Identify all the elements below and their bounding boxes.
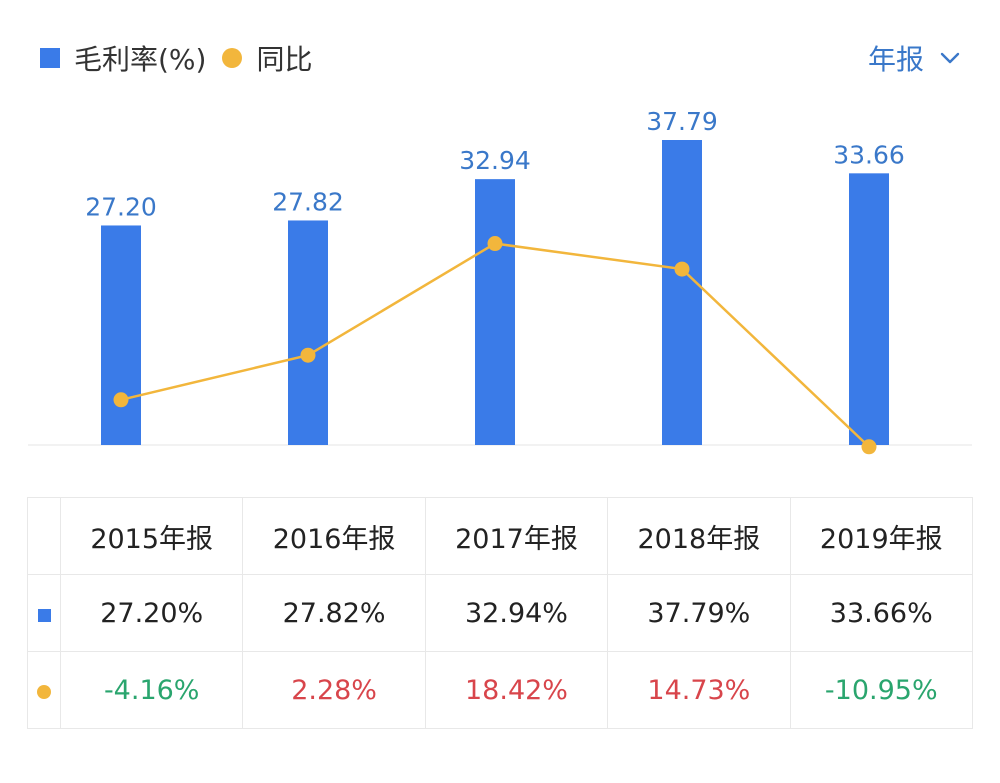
table-corner-cell [27, 497, 61, 575]
bar [101, 225, 141, 445]
table-header-cell: 2017年报 [424, 497, 609, 575]
bar-data-label: 37.79 [646, 107, 718, 136]
table-header-row: 2015年报 2016年报 2017年报 2018年报 2019年报 [27, 497, 974, 575]
chevron-down-icon [940, 52, 960, 64]
table-cell: 27.20% [59, 574, 244, 652]
period-selector[interactable]: 年报 [868, 36, 960, 80]
table-cell: 33.66% [789, 574, 974, 652]
table-cell: -10.95% [789, 651, 974, 729]
legend-bar-swatch [40, 48, 60, 68]
table-row-marker-cell [27, 574, 61, 652]
yoy-point [674, 261, 690, 277]
table-header-cell: 2015年报 [59, 497, 244, 575]
table-header-cell: 2016年报 [242, 497, 426, 575]
table-cell: 27.82% [242, 574, 426, 652]
yoy-point [300, 347, 316, 363]
bar [662, 140, 702, 445]
yoy-point [861, 439, 877, 455]
yoy-point [113, 392, 129, 408]
table-cell: 32.94% [424, 574, 609, 652]
table-header-cell: 2018年报 [607, 497, 791, 575]
bar [849, 173, 889, 445]
bar-data-label: 27.20 [85, 192, 157, 221]
table-cell: -4.16% [59, 651, 244, 729]
bar-data-label: 32.94 [459, 146, 531, 175]
table-cell: 37.79% [607, 574, 791, 652]
legend-line-swatch [222, 48, 243, 68]
table-row: -4.16% 2.28% 18.42% 14.73% -10.95% [27, 651, 974, 729]
period-selector-label: 年报 [867, 43, 924, 76]
bar-data-label: 33.66 [833, 140, 905, 169]
line-series-marker [37, 684, 51, 699]
table-cell: 18.42% [424, 651, 609, 729]
legend-bar-label: 毛利率(%) [74, 43, 207, 76]
table-row: 27.20% 27.82% 32.94% 37.79% 33.66% [27, 574, 974, 652]
table-row-marker-cell [27, 651, 61, 729]
bar-series-marker [37, 608, 51, 622]
bar [475, 179, 515, 445]
yoy-point [487, 236, 503, 252]
table-cell: 2.28% [242, 651, 426, 729]
legend-line-label: 同比 [256, 43, 313, 76]
chart: 27.20 27.82 32.94 37.79 33.66 [28, 107, 972, 455]
table-cell: 14.73% [607, 651, 791, 729]
bar-data-label: 27.82 [272, 187, 344, 216]
legend: 毛利率(%) 同比 [40, 36, 312, 80]
data-table: 2015年报 2016年报 2017年报 2018年报 2019年报 27.20% 27.8… [27, 497, 974, 729]
bar [288, 220, 328, 445]
table-header-cell: 2019年报 [789, 497, 974, 575]
